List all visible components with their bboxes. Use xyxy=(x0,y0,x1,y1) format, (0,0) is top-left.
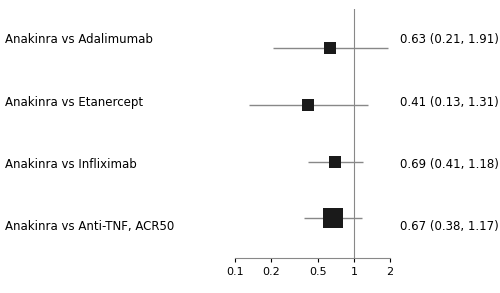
Text: 0.69 (0.41, 1.18): 0.69 (0.41, 1.18) xyxy=(400,158,499,171)
Point xyxy=(304,103,312,107)
Text: 0.63 (0.21, 1.91): 0.63 (0.21, 1.91) xyxy=(400,33,499,46)
Text: Anakinra vs Etanercept: Anakinra vs Etanercept xyxy=(5,96,143,109)
Text: 0.67 (0.38, 1.17): 0.67 (0.38, 1.17) xyxy=(400,220,499,233)
Text: Anakinra vs Adalimumab: Anakinra vs Adalimumab xyxy=(5,33,153,46)
Point xyxy=(330,216,338,221)
Text: 0.41 (0.13, 1.31): 0.41 (0.13, 1.31) xyxy=(400,96,499,109)
Text: Anakinra vs Anti-TNF, ACR50: Anakinra vs Anti-TNF, ACR50 xyxy=(5,220,174,233)
Point xyxy=(331,159,339,164)
Point xyxy=(326,46,334,51)
Text: Anakinra vs Infliximab: Anakinra vs Infliximab xyxy=(5,158,137,171)
